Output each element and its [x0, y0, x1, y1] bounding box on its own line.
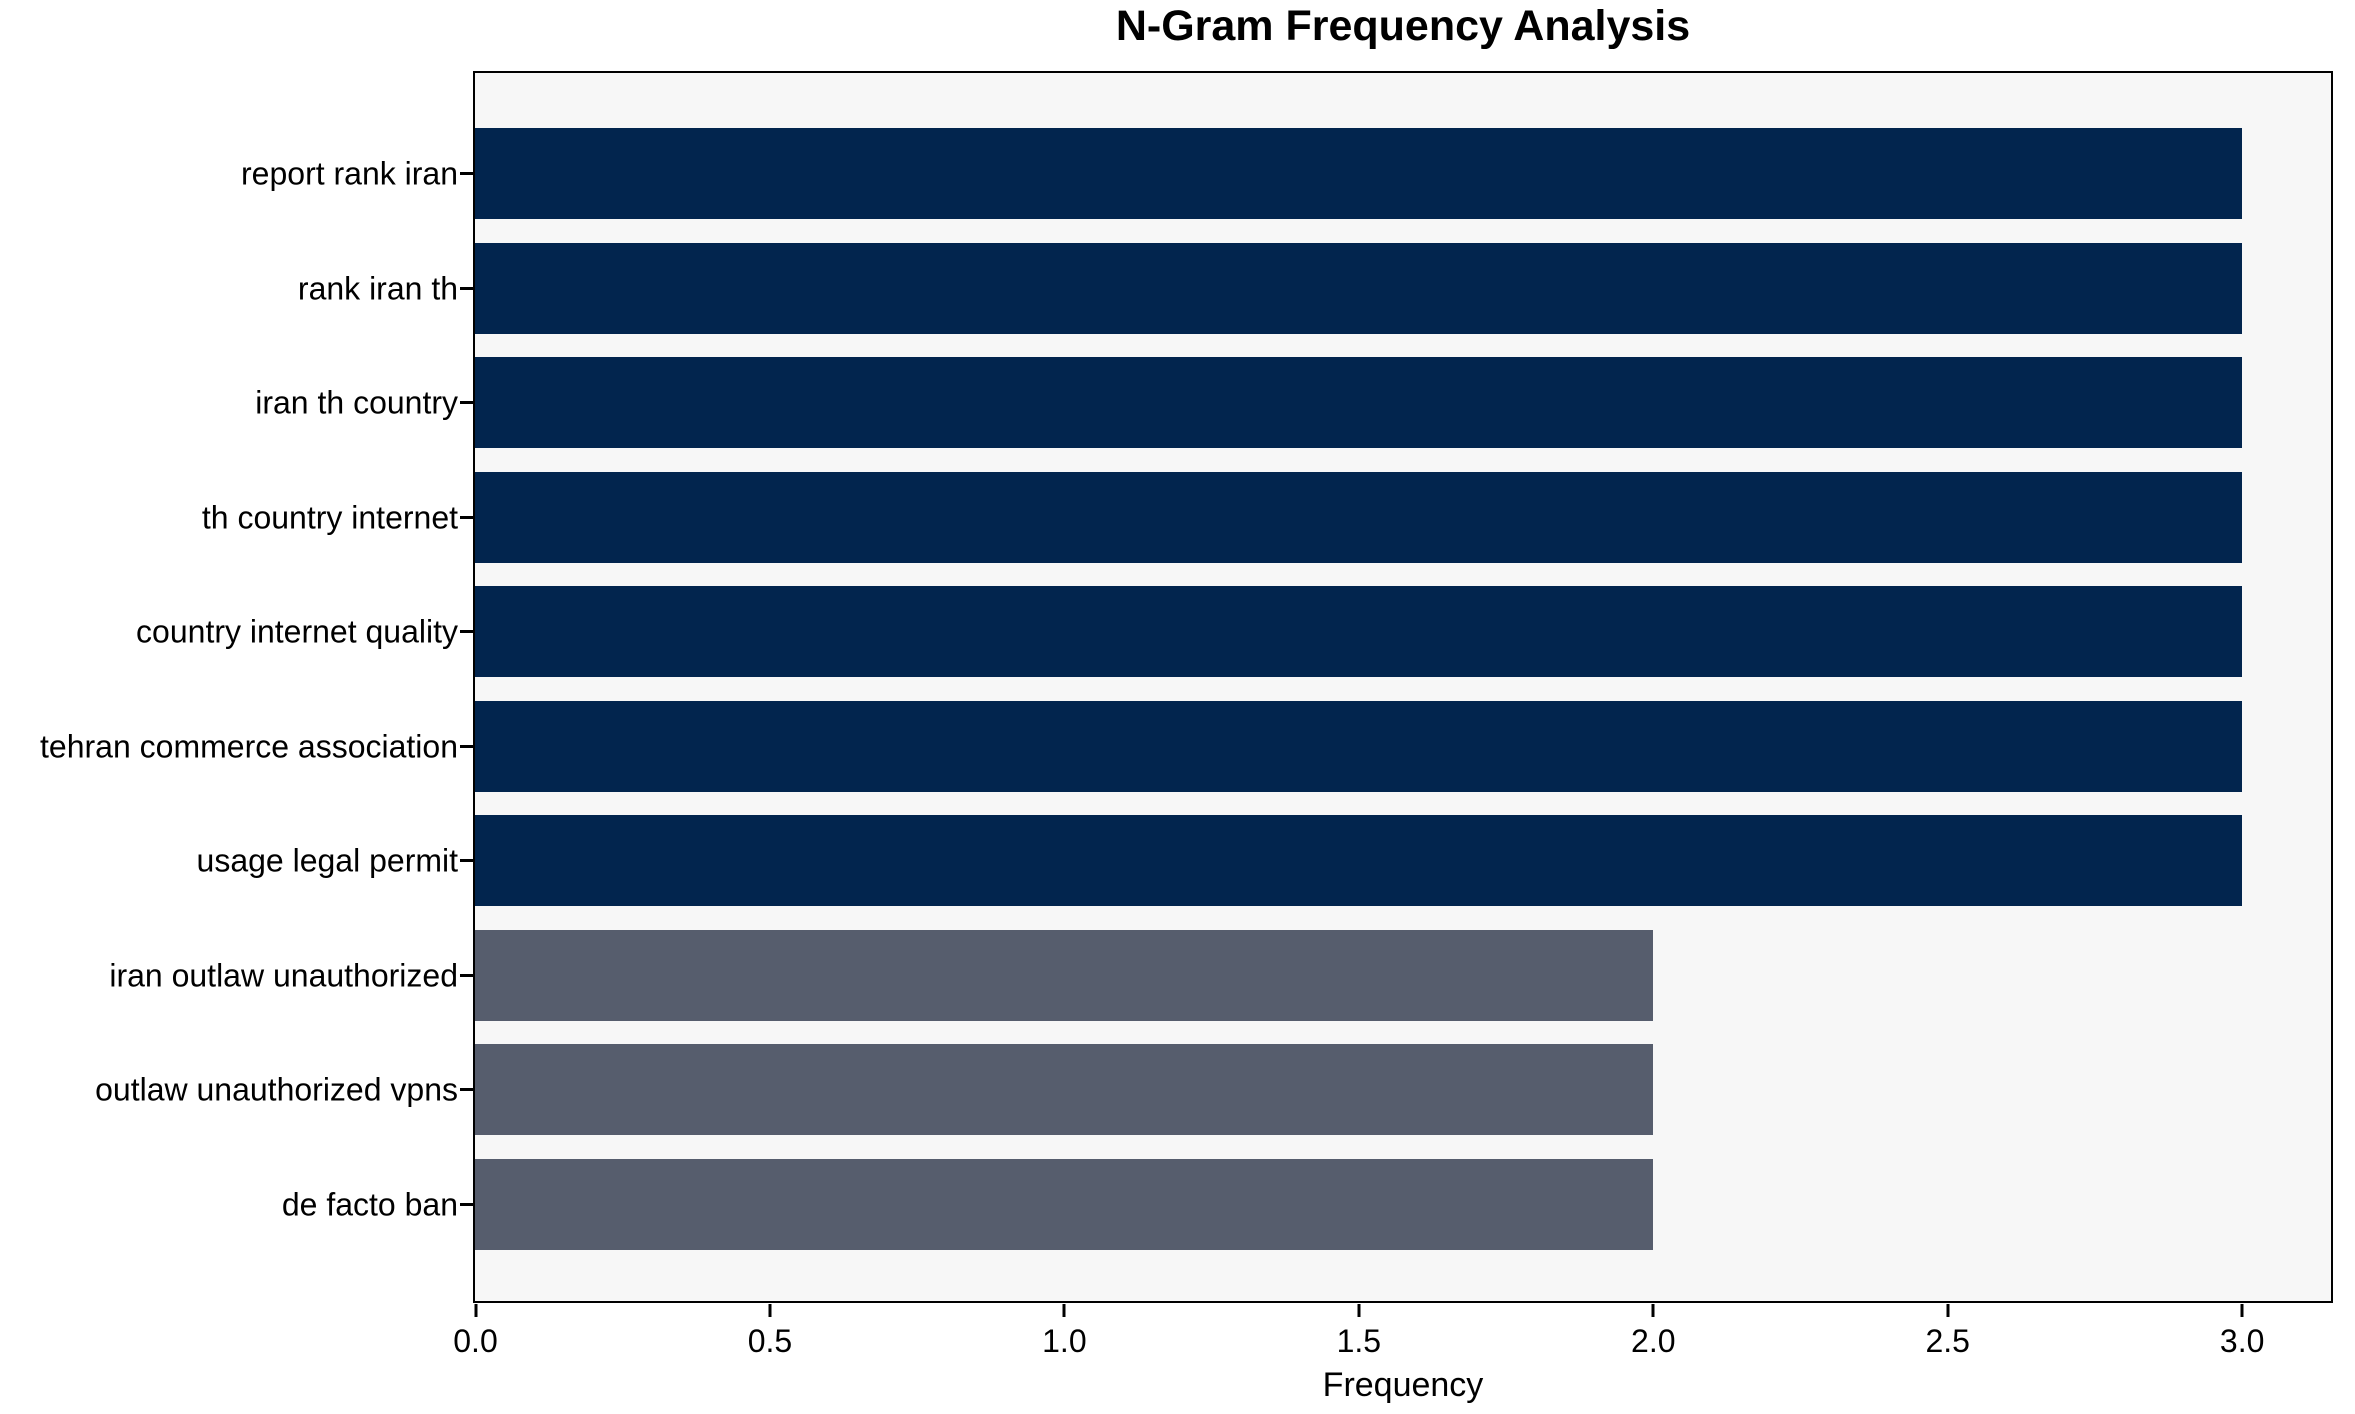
- bar: [475, 471, 2242, 563]
- plot-area: [460, 71, 2333, 1303]
- y-tick-label: country internet quality: [136, 613, 458, 650]
- chart-title: N-Gram Frequency Analysis: [1115, 2, 1691, 50]
- x-tick-label: 1.0: [1042, 1323, 1087, 1359]
- y-tick-mark: [460, 630, 473, 633]
- y-tick-label: tehran commerce association: [40, 728, 458, 764]
- x-tick-label: 1.5: [1336, 1323, 1382, 1359]
- y-tick-mark: [460, 1088, 473, 1091]
- x-tick-mark: [768, 1304, 772, 1317]
- y-tick-label: th country internet: [201, 499, 458, 535]
- bar: [475, 815, 2242, 906]
- y-tick-label: usage legal permit: [196, 842, 458, 879]
- x-tick-mark: [1062, 1304, 1066, 1317]
- x-axis-title: Frequency: [1322, 1366, 1484, 1404]
- bar: [475, 1158, 1653, 1250]
- x-tick-mark: [1946, 1304, 1950, 1317]
- x-tick-mark: [474, 1304, 477, 1317]
- y-tick-mark: [460, 744, 473, 748]
- x-tick-label: 2.5: [1925, 1323, 1970, 1359]
- y-tick-mark: [460, 286, 473, 290]
- y-tick-mark: [460, 172, 473, 175]
- x-tick-mark: [2240, 1304, 2244, 1317]
- y-tick-label: report rank iran: [241, 155, 458, 192]
- y-tick-mark: [460, 973, 473, 977]
- x-tick-label: 3.0: [2219, 1323, 2265, 1359]
- x-tick-mark: [1357, 1304, 1361, 1317]
- y-tick-label: rank iran th: [297, 270, 458, 306]
- bar: [475, 128, 2242, 219]
- x-tick-label: 0.0: [453, 1323, 498, 1359]
- bar: [475, 1044, 1653, 1135]
- y-tick-mark: [460, 515, 473, 519]
- bar: [475, 929, 1653, 1021]
- y-tick-mark: [460, 859, 473, 862]
- y-tick-label: iran outlaw unauthorized: [109, 957, 458, 993]
- bar: [475, 357, 2242, 448]
- y-tick-label: outlaw unauthorized vpns: [95, 1071, 458, 1108]
- x-axis: 0.0 0.5 1.0 1.5 2.0 2.5 3.0: [453, 1303, 2333, 1373]
- bar: [475, 586, 2242, 677]
- y-tick-label: iran th country: [255, 384, 458, 421]
- y-tick-mark: [460, 401, 473, 404]
- bar: [475, 700, 2242, 792]
- bar: [475, 242, 2242, 334]
- x-tick-label: 2.0: [1631, 1323, 1676, 1359]
- y-tick-label: de facto ban: [281, 1186, 458, 1222]
- x-tick-mark: [1651, 1304, 1655, 1317]
- x-tick-label: 0.5: [747, 1323, 793, 1359]
- y-axis-labels: report rank iran rank iran th iran th coun…: [0, 71, 458, 1303]
- y-tick-mark: [460, 1202, 473, 1206]
